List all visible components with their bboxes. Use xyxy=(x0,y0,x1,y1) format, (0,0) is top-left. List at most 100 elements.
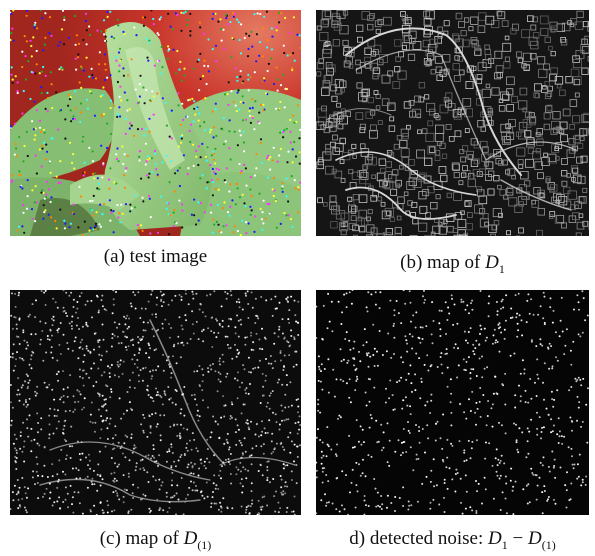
noise-dot xyxy=(103,113,105,115)
noise-dot xyxy=(15,75,17,77)
noise-dot xyxy=(281,479,283,481)
noise-dot xyxy=(295,422,297,424)
noise-dot xyxy=(267,477,269,479)
noise-dot xyxy=(479,333,481,335)
noise-dot xyxy=(412,314,414,316)
noise-dot xyxy=(78,469,80,471)
noise-dot xyxy=(295,464,297,466)
noise-dot xyxy=(149,371,151,373)
noise-dot xyxy=(542,464,544,466)
noise-dot xyxy=(276,26,278,28)
noise-dot xyxy=(168,364,170,366)
noise-dot xyxy=(199,415,201,417)
noise-dot xyxy=(212,416,214,418)
noise-dot xyxy=(319,439,321,441)
caption-b-math: D xyxy=(485,252,499,273)
noise-dot xyxy=(414,389,416,391)
noise-dot xyxy=(227,23,229,25)
noise-dot xyxy=(146,389,148,391)
noise-dot xyxy=(16,449,18,451)
noise-dot xyxy=(228,81,230,83)
noise-dot xyxy=(543,426,545,428)
noise-dot xyxy=(183,427,185,429)
noise-dot xyxy=(544,490,546,492)
noise-dot xyxy=(323,305,325,307)
noise-dot xyxy=(95,225,97,227)
noise-dot xyxy=(213,454,215,456)
noise-dot xyxy=(31,218,33,220)
noise-dot xyxy=(385,402,387,404)
noise-dot xyxy=(154,461,156,463)
noise-dot xyxy=(88,377,90,379)
noise-dot xyxy=(98,346,100,348)
noise-dot xyxy=(255,167,257,169)
noise-dot xyxy=(366,405,368,407)
noise-dot xyxy=(26,40,28,42)
noise-dot xyxy=(481,356,483,358)
noise-dot xyxy=(236,349,238,351)
noise-dot xyxy=(82,348,84,350)
noise-dot xyxy=(155,163,157,165)
noise-dot xyxy=(164,319,166,321)
noise-dot xyxy=(156,394,158,396)
noise-dot xyxy=(76,478,78,480)
noise-dot xyxy=(266,505,268,507)
noise-dot xyxy=(451,294,453,296)
noise-dot xyxy=(250,332,252,334)
noise-dot xyxy=(455,473,457,475)
noise-dot xyxy=(37,422,39,424)
noise-dot xyxy=(430,394,432,396)
noise-dot xyxy=(578,333,580,335)
noise-dot xyxy=(467,342,469,344)
noise-dot xyxy=(327,358,329,360)
noise-dot xyxy=(36,50,38,52)
noise-dot xyxy=(271,440,273,442)
noise-dot xyxy=(280,352,282,354)
noise-dot xyxy=(122,373,124,375)
noise-dot xyxy=(271,36,273,38)
noise-dot xyxy=(240,319,242,321)
noise-dot xyxy=(241,444,243,446)
noise-dot xyxy=(572,464,574,466)
noise-dot xyxy=(419,397,421,399)
noise-dot xyxy=(126,349,128,351)
noise-dot xyxy=(389,440,391,442)
noise-dot xyxy=(193,68,195,70)
noise-dot xyxy=(282,131,284,133)
noise-dot xyxy=(98,409,100,411)
noise-dot xyxy=(27,436,29,438)
noise-dot xyxy=(197,450,199,452)
noise-dot xyxy=(63,19,65,21)
noise-dot xyxy=(258,122,260,124)
noise-dot xyxy=(93,195,95,197)
noise-dot xyxy=(405,396,407,398)
noise-dot xyxy=(293,141,295,143)
noise-dot xyxy=(277,90,279,92)
noise-dot xyxy=(89,421,91,423)
noise-dot xyxy=(125,317,127,319)
noise-dot xyxy=(287,214,289,216)
noise-dot xyxy=(159,414,161,416)
noise-dot xyxy=(156,499,158,501)
noise-dot xyxy=(379,307,381,309)
noise-dot xyxy=(267,39,269,41)
noise-dot xyxy=(237,187,239,189)
noise-dot xyxy=(102,305,104,307)
noise-dot xyxy=(284,485,286,487)
noise-dot xyxy=(261,211,263,213)
noise-dot xyxy=(535,474,537,476)
noise-dot xyxy=(355,484,357,486)
noise-dot xyxy=(465,474,467,476)
noise-dot xyxy=(125,203,127,205)
noise-dot xyxy=(259,41,261,43)
noise-dot xyxy=(206,482,208,484)
noise-dot xyxy=(221,507,223,509)
noise-dot xyxy=(168,448,170,450)
noise-dot xyxy=(585,484,587,486)
noise-dot xyxy=(226,298,228,300)
noise-dot xyxy=(130,437,132,439)
noise-dot xyxy=(22,331,24,333)
noise-dot xyxy=(293,16,295,18)
noise-dot xyxy=(150,432,152,434)
noise-dot xyxy=(231,403,233,405)
